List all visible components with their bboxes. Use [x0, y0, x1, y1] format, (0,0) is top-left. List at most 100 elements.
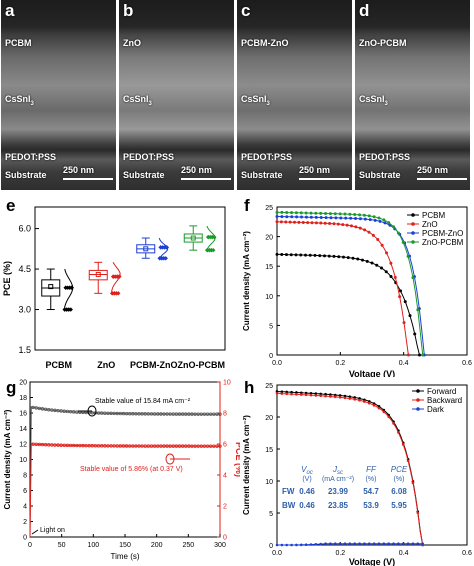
x-tick-label: 0.0 [272, 550, 282, 557]
legend-label: ZnO [422, 220, 438, 229]
y-tick-label: 0 [23, 535, 27, 542]
series-line [276, 392, 424, 546]
y-tick-label: 4 [23, 504, 27, 511]
scale-bar [63, 178, 113, 180]
data-point [69, 285, 74, 290]
panel-letter: b [123, 1, 134, 20]
box-3 [183, 225, 217, 253]
sem-panel-a: a PCBM CsSnI3 PEDOT:PSS Substrate 250 nm [1, 0, 116, 190]
plot-frame [34, 206, 226, 351]
layer-label-substrate: Substrate [241, 170, 283, 180]
y-tick-label: 0 [269, 543, 273, 550]
y-right-tick-label: 6 [223, 442, 227, 449]
table-cell: 0.46 [299, 487, 315, 496]
table-cell: 53.9 [363, 501, 379, 510]
data-point [275, 390, 279, 393]
x-axis-label: Voltage (V) [349, 557, 395, 566]
layer-label-substrate: Substrate [5, 170, 47, 180]
scale-bar-label: 250 nm [181, 165, 213, 175]
x-tick-label: 50 [58, 542, 66, 549]
y-axis-label: Current density (mA cm⁻²) [242, 231, 251, 331]
layer-label-pedot: PEDOT:PSS [359, 152, 411, 162]
table-unit: (%) [394, 476, 405, 483]
y-tick-label: 12 [19, 442, 27, 449]
layer-label-perovskite: CsSnI3 [241, 94, 270, 107]
box-mean [95, 271, 101, 277]
scale-bar-label: 250 nm [63, 165, 95, 175]
plot-frame [276, 384, 468, 546]
panel-e-box-chart: 1.5 3.0 4.5 6.0 PCE (%) PCBM ZnO PCBM-ZnO ZnO-PC… [2, 206, 226, 370]
panel-f-jv-chart: 0.0 0.2 0.4 0.6 0 5 10 15 20 25 Voltage (V) Current… [242, 205, 472, 377]
x-tick-label: 0.2 [335, 550, 345, 557]
x-tick-label: 150 [119, 542, 131, 549]
legend-marker [416, 389, 420, 393]
y-tick-label: 20 [265, 235, 273, 242]
table-row-label: BW [282, 501, 296, 510]
table-header: PCE [391, 465, 408, 474]
y-right-tick-label: 2 [223, 504, 227, 511]
x-tick-label: 100 [87, 542, 99, 549]
y-tick-label: 20 [19, 380, 27, 387]
series-line [277, 543, 423, 546]
series-line [277, 216, 425, 356]
layer-label-top: PCBM-ZnO [241, 38, 289, 48]
x-category-label: ZnO [97, 360, 115, 370]
y-tick-label: 15 [265, 264, 273, 271]
layer-label-top: ZnO-PCBM [359, 38, 407, 48]
table-header: FF [366, 465, 377, 474]
box-mean [143, 246, 149, 252]
layer-label-pedot: PEDOT:PSS [5, 152, 57, 162]
y-tick-label: 0 [269, 353, 273, 360]
y-tick-label: 10 [19, 457, 27, 464]
table-row-label: FW [282, 487, 295, 496]
panel-letter: a [5, 1, 15, 20]
series-current [29, 405, 222, 538]
data-point [158, 245, 163, 250]
series-3 [275, 210, 425, 357]
sem-panel-b: b ZnO CsSnI3 PEDOT:PSS Substrate 250 nm [119, 0, 234, 190]
box-mean [190, 235, 196, 241]
table-header: Voc [301, 465, 313, 476]
y-tick-label: 3.0 [18, 305, 31, 315]
table-cell: 6.08 [391, 487, 407, 496]
y-right-tick-label: 8 [223, 411, 227, 418]
legend-label: Forward [427, 387, 456, 396]
x-tick-label: 0.2 [335, 360, 345, 367]
table-unit: (V) [302, 476, 311, 483]
y-tick-label: 14 [19, 426, 27, 433]
box-0 [41, 268, 74, 312]
y-tick-label: 25 [265, 205, 273, 212]
scale-bar [417, 178, 467, 180]
table-cell: 0.46 [299, 501, 315, 510]
x-axis-label: Time (s) [110, 552, 139, 561]
series-0 [275, 252, 421, 357]
data-point [63, 285, 68, 290]
series-1 [275, 392, 424, 547]
box-iqr [88, 269, 108, 281]
layer-label-substrate: Substrate [359, 170, 401, 180]
sem-panel-d: d ZnO-PCBM CsSnI3 PEDOT:PSS Substrate 250 nm [355, 0, 470, 190]
panel-f-letter: f [244, 196, 250, 215]
box-2 [136, 237, 169, 261]
legend-marker [416, 407, 420, 411]
y-tick-label: 1.5 [18, 345, 31, 355]
legend-label: Dark [427, 405, 445, 414]
layer-label-substrate: Substrate [123, 170, 165, 180]
panel-h-letter: h [244, 378, 255, 397]
x-tick-label: 0.4 [399, 550, 409, 557]
data-point [114, 291, 119, 296]
y-tick-label: 10 [265, 294, 273, 301]
annotation-light-on: Light on [40, 527, 65, 534]
sem-panel-c: c PCBM-ZnO CsSnI3 PEDOT:PSS Substrate 250 nm [237, 0, 352, 190]
y-tick-label: 5 [269, 323, 273, 330]
y-right-tick-label: 0 [223, 535, 227, 542]
y-axis-label-left: Current density (mA cm⁻²) [3, 409, 12, 509]
panel-g-stability-chart: 0 50 100 150 200 250 3000246810121416182002468… [3, 380, 240, 562]
sem-micrograph [1, 0, 116, 190]
layer-label-perovskite: CsSnI3 [123, 94, 152, 107]
panel-e-letter: e [6, 196, 16, 215]
series-line [276, 221, 409, 356]
light-on-arrow [31, 529, 39, 535]
box-mean [48, 284, 54, 290]
data-point [209, 247, 214, 253]
